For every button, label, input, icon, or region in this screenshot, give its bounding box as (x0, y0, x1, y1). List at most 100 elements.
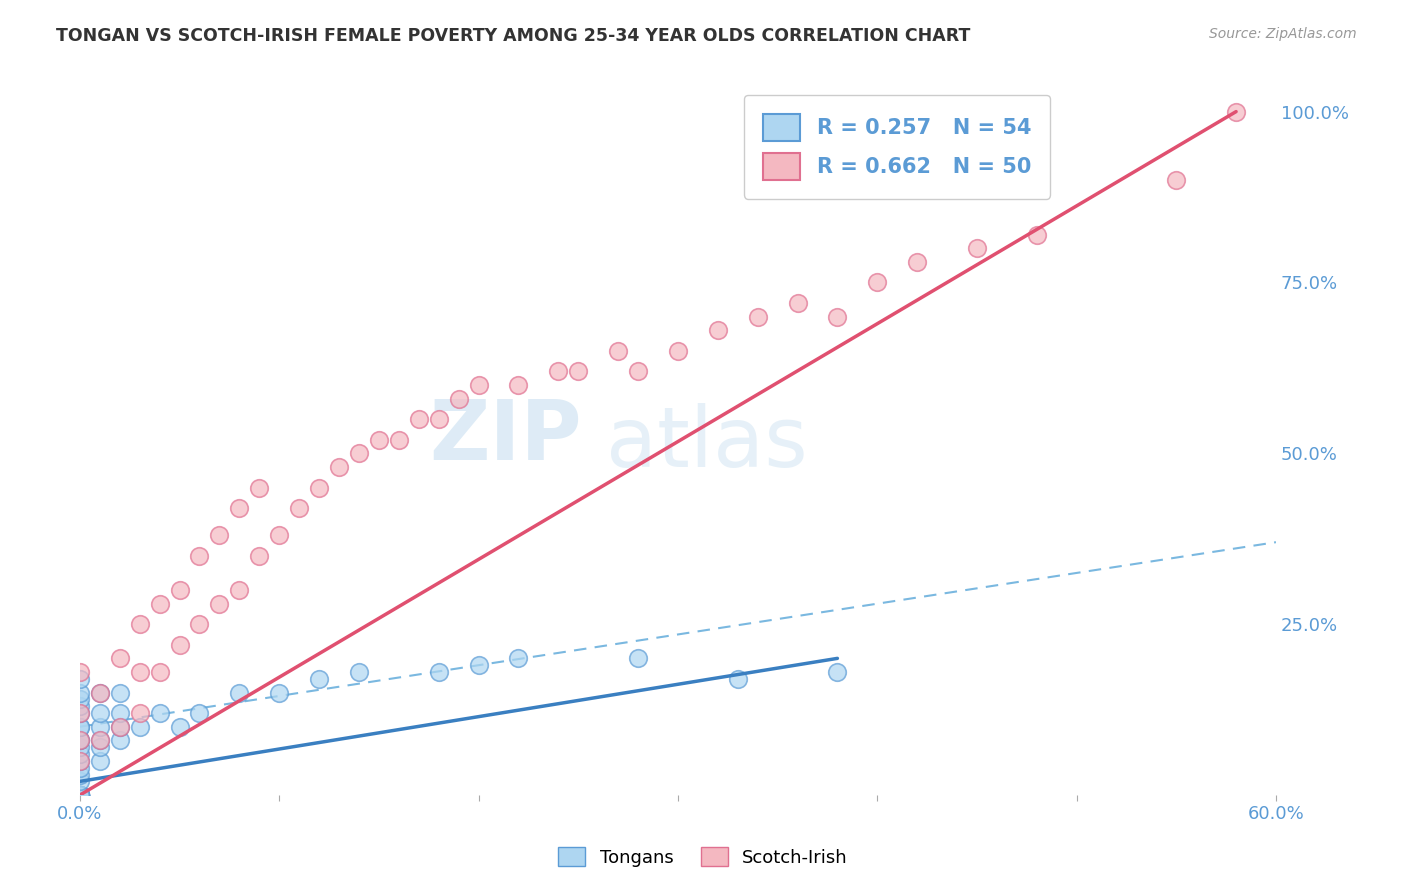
Point (69, 788, 91, 802)
Point (408, 412, 430, 426)
Point (69, 720, 91, 734)
Text: atlas: atlas (606, 403, 808, 484)
Point (69, 788, 91, 802)
Point (666, 343, 689, 358)
Point (786, 296, 808, 310)
Point (467, 378, 489, 392)
Point (69, 754, 91, 768)
Point (69, 788, 91, 802)
Point (308, 672, 330, 686)
Point (69, 788, 91, 802)
Point (747, 310, 769, 324)
Point (607, 343, 630, 358)
Point (567, 364, 589, 378)
Point (247, 481, 270, 495)
Text: ZIP: ZIP (430, 396, 582, 476)
Point (89, 733, 111, 747)
Point (69, 788, 91, 802)
Point (69, 685, 91, 699)
Text: TONGAN VS SCOTCH-IRISH FEMALE POVERTY AMONG 25-34 YEAR OLDS CORRELATION CHART: TONGAN VS SCOTCH-IRISH FEMALE POVERTY AM… (56, 27, 970, 45)
Point (69, 720, 91, 734)
Point (727, 672, 749, 686)
Point (427, 665, 450, 679)
Point (149, 597, 172, 611)
Point (69, 788, 91, 802)
Point (69, 740, 91, 755)
Point (966, 241, 988, 255)
Point (508, 378, 530, 392)
Point (208, 597, 231, 611)
Point (169, 582, 191, 597)
Point (69, 767, 91, 781)
Point (69, 699, 91, 714)
Point (69, 788, 91, 802)
Point (69, 788, 91, 802)
Point (827, 310, 849, 324)
Point (108, 706, 131, 720)
Legend: Tongans, Scotch-Irish: Tongans, Scotch-Irish (551, 840, 855, 874)
Point (69, 754, 91, 768)
Point (508, 651, 530, 665)
Point (288, 501, 311, 516)
Point (89, 740, 111, 755)
Point (627, 651, 650, 665)
Point (169, 638, 191, 652)
Point (827, 665, 849, 679)
Point (69, 788, 91, 802)
Point (108, 651, 131, 665)
Point (347, 665, 370, 679)
Point (707, 323, 730, 337)
Point (1166, 173, 1188, 187)
Point (328, 460, 350, 475)
Point (188, 549, 211, 563)
Point (627, 364, 650, 378)
Point (69, 788, 91, 802)
Point (128, 706, 150, 720)
Legend: R = 0.257   N = 54, R = 0.662   N = 50: R = 0.257 N = 54, R = 0.662 N = 50 (744, 95, 1050, 199)
Point (247, 549, 270, 563)
Point (89, 685, 111, 699)
Point (89, 706, 111, 720)
Point (69, 672, 91, 686)
Point (128, 665, 150, 679)
Point (69, 692, 91, 706)
Point (69, 788, 91, 802)
Point (69, 788, 91, 802)
Point (347, 446, 370, 460)
Point (69, 747, 91, 761)
Point (188, 706, 211, 720)
Point (89, 720, 111, 734)
Point (228, 582, 250, 597)
Point (69, 733, 91, 747)
Point (108, 733, 131, 747)
Point (169, 720, 191, 734)
Point (269, 685, 291, 699)
Point (108, 720, 131, 734)
Point (69, 706, 91, 720)
Point (208, 528, 231, 542)
Point (149, 665, 172, 679)
Point (905, 255, 928, 269)
Point (69, 788, 91, 802)
Point (69, 788, 91, 802)
Point (308, 481, 330, 495)
Point (128, 720, 150, 734)
Point (228, 685, 250, 699)
Point (108, 720, 131, 734)
Point (108, 685, 131, 699)
Point (467, 658, 489, 673)
Point (367, 433, 389, 447)
Point (228, 501, 250, 516)
Point (69, 733, 91, 747)
Point (447, 392, 470, 406)
Point (89, 685, 111, 699)
Point (69, 706, 91, 720)
Point (427, 412, 450, 426)
Point (69, 788, 91, 802)
Point (1025, 227, 1047, 242)
Point (1225, 104, 1247, 119)
Point (188, 617, 211, 632)
Point (269, 528, 291, 542)
Point (547, 364, 569, 378)
Text: Source: ZipAtlas.com: Source: ZipAtlas.com (1209, 27, 1357, 41)
